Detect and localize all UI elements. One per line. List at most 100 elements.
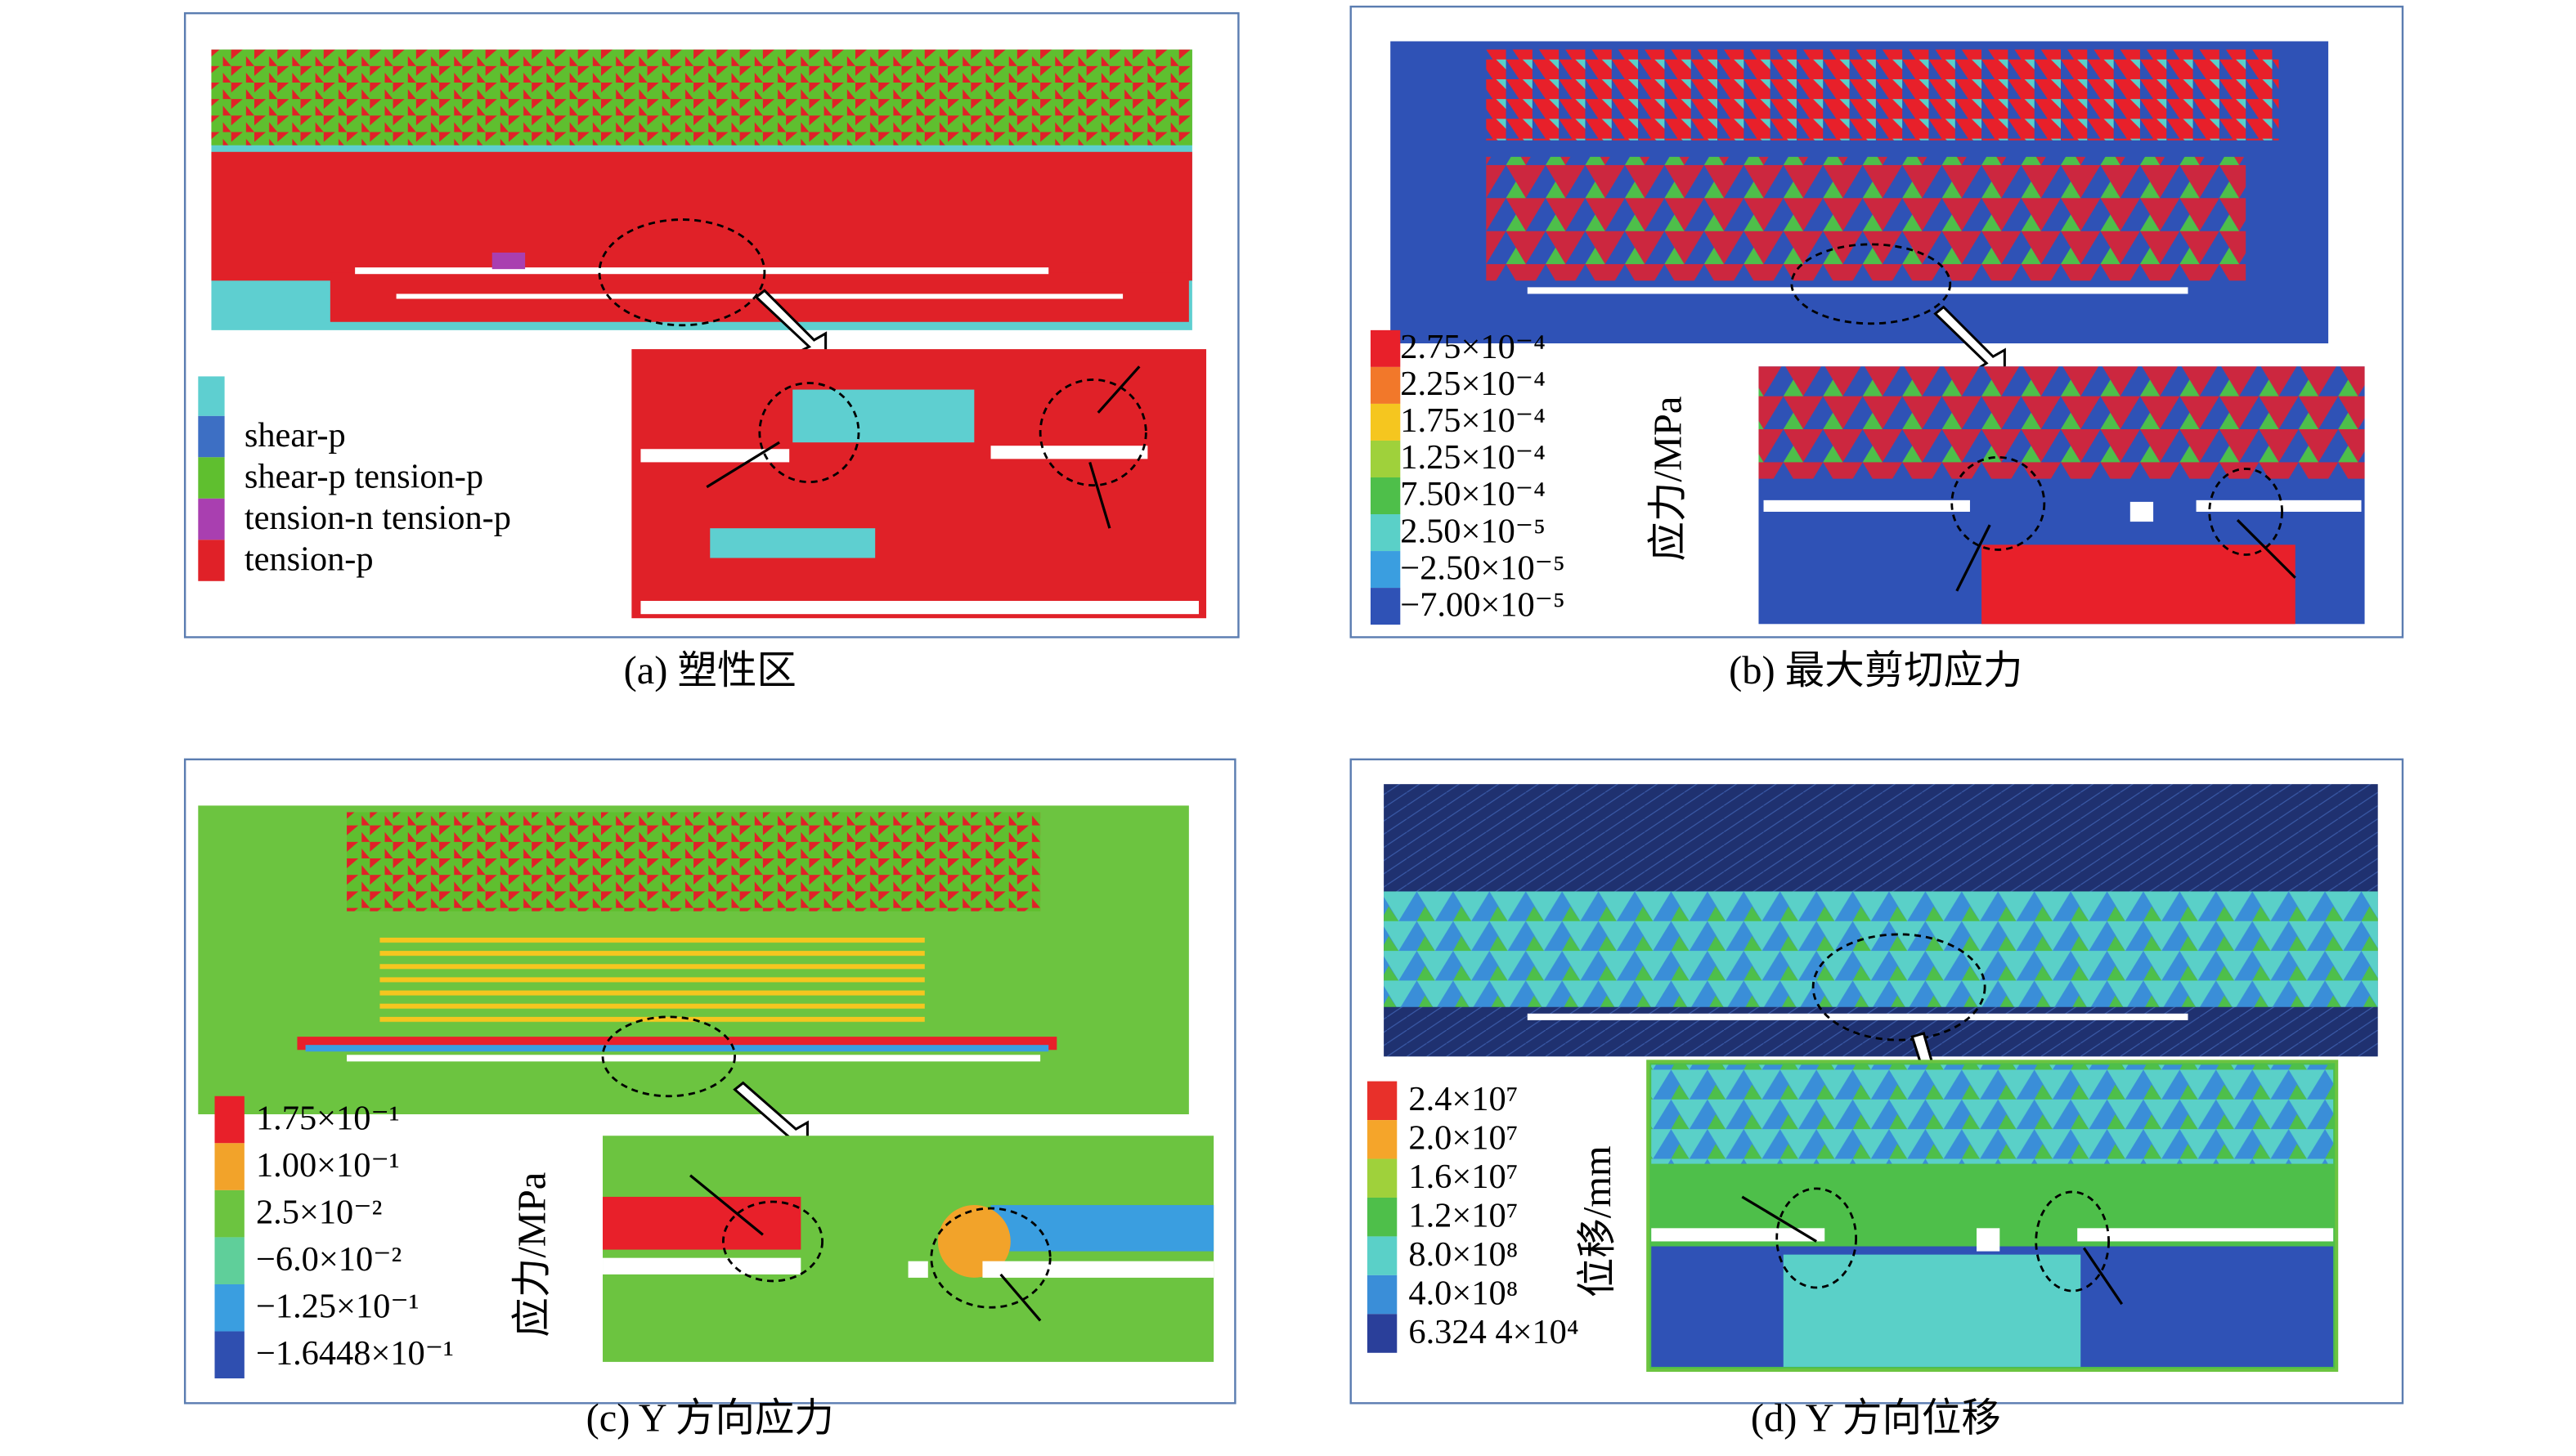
pointer — [1097, 365, 1141, 414]
slit — [1527, 1013, 2188, 1020]
legend-swatch — [214, 1237, 245, 1284]
legend: 2.75×10⁻⁴2.25×10⁻⁴1.75×10⁻⁴1.25×10⁻⁴7.50… — [1370, 328, 1565, 625]
slit — [1651, 1228, 1825, 1242]
slit — [355, 267, 1049, 275]
legend-label: −1.25×10⁻¹ — [256, 1288, 419, 1326]
legend-label: −6.0×10⁻² — [256, 1240, 402, 1279]
slit — [990, 446, 1148, 459]
legend-swatch — [214, 1331, 245, 1379]
patch — [491, 252, 526, 270]
plot-band — [379, 932, 925, 1024]
slit — [908, 1261, 928, 1278]
highlight — [2035, 1190, 2110, 1292]
legend-swatch — [1370, 514, 1401, 552]
caption: (a) 塑性区 — [624, 649, 797, 692]
pointer — [999, 1273, 1042, 1322]
legend-swatch — [214, 1143, 245, 1190]
patch — [603, 1196, 801, 1250]
legend-label: 2.5×10⁻² — [256, 1193, 382, 1231]
slit — [1527, 287, 2188, 294]
caption: (c) Y 方向应力 — [586, 1397, 834, 1440]
legend-label: 7.50×10⁻⁴ — [1400, 475, 1546, 513]
legend-label: 1.00×10⁻¹ — [256, 1146, 400, 1185]
legend-label: 2.4×10⁷ — [1408, 1080, 1518, 1118]
legend-swatch — [214, 1284, 245, 1332]
axis-label: 应力/MPa — [1647, 396, 1690, 562]
legend-label: −2.50×10⁻⁵ — [1400, 549, 1565, 587]
legend-label: shear-p tension-p — [245, 457, 483, 495]
legend-swatch — [1367, 1197, 1398, 1237]
legend-swatch — [1367, 1158, 1398, 1198]
legend-swatch — [1367, 1236, 1398, 1275]
plot-band — [1384, 891, 2378, 1007]
legend: 2.4×10⁷2.0×10⁷1.6×10⁷1.2×10⁷8.0×10⁸4.0×1… — [1367, 1080, 1579, 1353]
plot-band — [211, 49, 1192, 146]
legend-swatch — [214, 1095, 245, 1144]
highlight — [2208, 468, 2283, 556]
legend-swatch — [1370, 329, 1401, 367]
caption: (d) Y 方向位移 — [1751, 1397, 2001, 1440]
legend-swatch — [1370, 588, 1401, 625]
legend-label: 4.0×10⁸ — [1408, 1274, 1518, 1312]
highlight — [930, 1207, 1052, 1309]
highlight — [1811, 933, 1986, 1042]
plot-band — [1486, 156, 2246, 281]
slit — [2196, 500, 2362, 512]
patch — [1783, 1254, 2081, 1367]
pointer — [2082, 1247, 2124, 1306]
highlight — [758, 382, 860, 484]
highlight — [1790, 243, 1952, 325]
pointer — [2236, 518, 2296, 579]
legend-label: 8.0×10⁸ — [1408, 1235, 1518, 1274]
patch — [1981, 544, 2296, 625]
legend-swatch — [1367, 1314, 1398, 1353]
legend-label: 1.75×10⁻¹ — [256, 1099, 400, 1137]
legend-swatch — [1367, 1275, 1398, 1315]
legend-label: tension-p — [245, 540, 374, 578]
slit — [2129, 501, 2154, 522]
plot-band — [305, 1045, 1049, 1052]
slit — [2077, 1228, 2334, 1242]
legend-label: 2.25×10⁻⁴ — [1400, 365, 1546, 403]
legend-label: −1.6448×10⁻¹ — [256, 1334, 454, 1373]
patch — [937, 1205, 1011, 1278]
axis-label: 位移/mm — [1576, 1145, 1619, 1297]
legend-label: shear-p — [245, 416, 346, 455]
legend-label: 2.50×10⁻⁵ — [1400, 512, 1546, 550]
slit — [640, 601, 1199, 615]
legend-label: −7.00×10⁻⁵ — [1400, 585, 1565, 624]
patch — [990, 1205, 1214, 1252]
legend-label: 6.324 4×10⁴ — [1408, 1313, 1578, 1351]
legend-label: 1.25×10⁻⁴ — [1400, 438, 1546, 477]
highlight — [722, 1200, 824, 1283]
legend-swatch — [198, 540, 225, 581]
slit — [982, 1261, 1214, 1278]
legend-swatch — [1370, 551, 1401, 589]
pointer — [1955, 524, 1991, 592]
legend-swatch — [1370, 477, 1401, 515]
legend: 1.75×10⁻¹ 1.00×10⁻¹ 2.5×10⁻² −6.0×10⁻² −1.25… — [214, 1095, 454, 1379]
pointer — [706, 441, 780, 489]
legend-swatch — [214, 1189, 245, 1238]
panel-d: 2.4×10⁷2.0×10⁷1.6×10⁷1.2×10⁷8.0×10⁸4.0×1… — [1349, 758, 2404, 1440]
legend-swatch — [198, 376, 225, 416]
legend-swatch — [198, 498, 225, 540]
slit — [1763, 500, 1970, 512]
legend-swatch — [1370, 403, 1401, 441]
legend-swatch — [198, 457, 225, 499]
pointer — [1088, 461, 1111, 529]
inset-band — [1758, 366, 2365, 479]
plot-band — [211, 151, 1192, 281]
legend-swatch — [1367, 1120, 1398, 1159]
slit — [347, 1055, 1041, 1062]
patch — [792, 389, 975, 443]
legend-label: 1.2×10⁷ — [1408, 1196, 1518, 1234]
slit — [603, 1257, 801, 1275]
caption: (b) 最大剪切应力 — [1729, 649, 2022, 692]
axis-label: 应力/MPa — [510, 1172, 554, 1337]
